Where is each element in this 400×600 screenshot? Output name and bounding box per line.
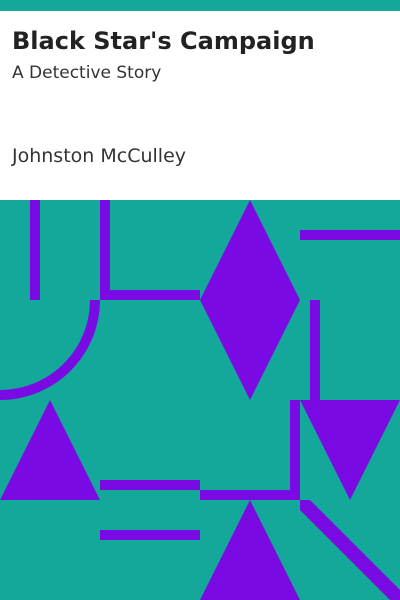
corner-horizontal-bar xyxy=(100,290,200,300)
cover-pattern xyxy=(0,200,400,600)
diagonal-bar xyxy=(300,500,400,600)
top-accent-strip xyxy=(0,0,400,11)
right-top-bar xyxy=(300,230,400,240)
right-vertical-bar xyxy=(310,300,320,400)
book-title: Black Star's Campaign xyxy=(12,27,315,55)
down-triangle xyxy=(300,400,400,500)
middle-bar-lower xyxy=(100,530,200,540)
book-author: Johnston McCulley xyxy=(12,145,187,167)
middle-bar-upper xyxy=(100,480,200,490)
diamond-shape xyxy=(200,200,300,400)
step-vertical-bar xyxy=(290,400,300,500)
quarter-arc xyxy=(0,300,100,400)
left-vertical-bar xyxy=(30,200,40,300)
book-subtitle: A Detective Story xyxy=(12,63,162,83)
step-horizontal-bar xyxy=(200,490,300,500)
corner-vertical-bar xyxy=(100,200,110,295)
up-triangle-left xyxy=(0,400,100,500)
up-triangle-bottom xyxy=(200,500,300,600)
